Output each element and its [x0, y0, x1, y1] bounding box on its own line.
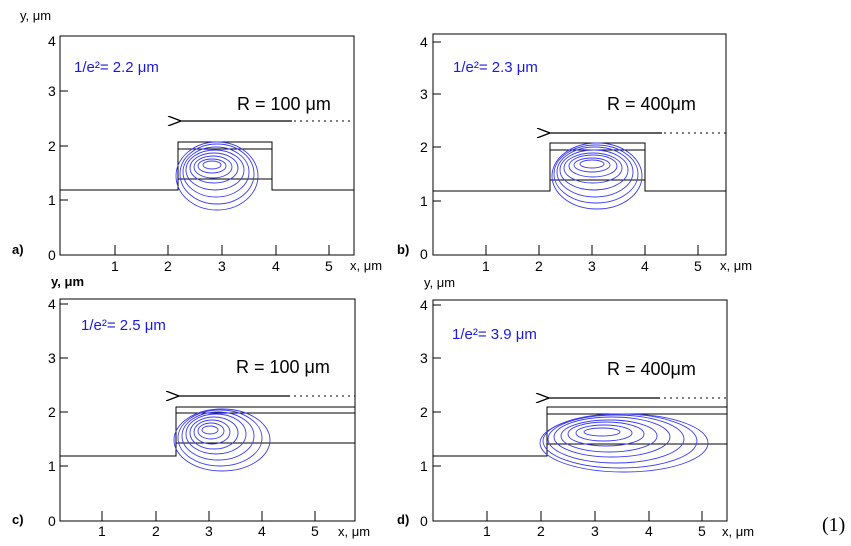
- y-tick-0: 0: [48, 513, 56, 529]
- plot-frame: [59, 298, 356, 522]
- panel-b: 0 1 2 3 4 1 2 3 4 5 x, μm b) 1/e²= 2.3 μ…: [397, 33, 752, 274]
- y-ticks: 0 1 2 3 4: [48, 33, 68, 263]
- mode-size-label: 1/e²= 2.2 μm: [74, 59, 159, 76]
- x-ticks: 1 2 3 4 5: [98, 511, 319, 539]
- x-axis-label: x, μm: [722, 524, 754, 539]
- waveguide-outline: [60, 141, 354, 191]
- y-tick-1: 1: [48, 458, 56, 474]
- mode-size-label: 1/e²= 3.9 μm: [452, 326, 537, 343]
- mode-size-label: 1/e²= 2.5 μm: [81, 317, 166, 334]
- y-tick-4: 4: [48, 296, 56, 312]
- x-tick-4: 4: [645, 523, 653, 539]
- y-tick-1: 1: [48, 192, 56, 208]
- y-ticks: 0 1 2 3 4: [48, 296, 68, 529]
- mode-contours: [551, 142, 643, 210]
- x-tick-1: 1: [483, 523, 491, 539]
- y-tick-0: 0: [420, 513, 428, 529]
- y-tick-1: 1: [420, 458, 428, 474]
- panel-d: y, μm 0 1 2 3 4 1 2 3 4 5 x, μm d) 1/e²=…: [397, 275, 754, 539]
- x-tick-5: 5: [325, 258, 333, 274]
- y-axis-label: y, μm: [20, 8, 51, 23]
- plot-frame: [432, 299, 728, 522]
- y-ticks: 0 1 2 3 4: [420, 297, 441, 529]
- panel-letter: c): [12, 512, 24, 527]
- y-tick-2: 2: [48, 404, 56, 420]
- y-tick-0: 0: [48, 247, 56, 263]
- x-tick-2: 2: [152, 523, 160, 539]
- x-axis-label: x, μm: [338, 524, 370, 539]
- y-axis-label: y, μm: [424, 275, 455, 290]
- x-ticks: 1 2 3 4 5: [482, 245, 702, 274]
- y-tick-0: 0: [420, 246, 428, 262]
- y-tick-4: 4: [420, 34, 428, 50]
- x-tick-2: 2: [537, 523, 545, 539]
- y-tick-3: 3: [48, 350, 56, 366]
- mode-contours: [175, 141, 259, 211]
- x-axis-label: x, μm: [720, 258, 752, 273]
- x-tick-4: 4: [272, 258, 280, 274]
- x-tick-5: 5: [311, 523, 319, 539]
- x-tick-1: 1: [482, 258, 490, 274]
- mode-contours: [539, 413, 709, 473]
- x-tick-1: 1: [98, 523, 106, 539]
- x-tick-2: 2: [535, 258, 543, 274]
- y-tick-3: 3: [420, 86, 428, 102]
- bend-radius-label: R = 400μm: [607, 94, 696, 114]
- x-tick-3: 3: [218, 258, 226, 274]
- y-tick-1: 1: [420, 193, 428, 209]
- x-ticks: 1 2 3 4 5: [483, 511, 706, 539]
- y-tick-2: 2: [420, 404, 428, 420]
- y-ticks: 0 1 2 3 4: [420, 34, 441, 262]
- x-tick-1: 1: [111, 258, 119, 274]
- mode-size-label: 1/e²= 2.3 μm: [453, 59, 538, 76]
- x-axis-label: x, μm: [350, 258, 382, 273]
- bend-radius-label: R = 100 μm: [236, 357, 330, 377]
- x-tick-3: 3: [588, 258, 596, 274]
- x-tick-5: 5: [698, 523, 706, 539]
- y-axis-label: y, μm: [51, 274, 84, 289]
- y-tick-3: 3: [48, 83, 56, 99]
- y-tick-2: 2: [48, 138, 56, 154]
- x-tick-5: 5: [694, 258, 702, 274]
- x-tick-3: 3: [591, 523, 599, 539]
- panel-c: y, μm 0 1 2 3 4 1 2 3 4 5 x, μm c) 1/e²=…: [12, 274, 370, 539]
- panel-letter: a): [12, 242, 24, 257]
- x-tick-2: 2: [164, 258, 172, 274]
- y-tick-3: 3: [420, 350, 428, 366]
- bend-radius-label: R = 100 μm: [237, 94, 331, 114]
- equation-number: (1): [822, 514, 846, 536]
- x-tick-4: 4: [258, 523, 266, 539]
- y-tick-4: 4: [420, 297, 428, 313]
- panel-a: y, μm 0 1 2 3 4 1 2 3 4 5 x, μm a) 1/e²=…: [12, 8, 382, 274]
- mode-contours: [173, 408, 271, 472]
- x-ticks: 1 2 3 4 5: [111, 245, 333, 274]
- y-tick-4: 4: [48, 33, 56, 49]
- panel-letter: b): [397, 242, 409, 257]
- y-tick-2: 2: [420, 139, 428, 155]
- x-tick-4: 4: [641, 258, 649, 274]
- plot-frame: [432, 33, 727, 256]
- waveguide-outline: [433, 142, 726, 192]
- x-tick-3: 3: [205, 523, 213, 539]
- bend-radius-label: R = 400μm: [607, 359, 696, 379]
- panel-letter: d): [397, 512, 409, 527]
